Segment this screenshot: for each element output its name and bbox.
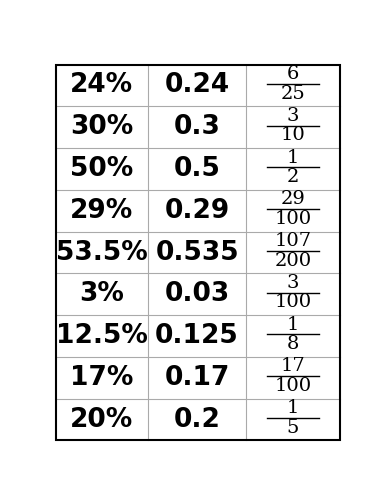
Text: 50%: 50%	[70, 156, 134, 182]
Text: 24%: 24%	[70, 72, 134, 99]
Text: 100: 100	[274, 377, 312, 395]
Text: 10: 10	[281, 126, 305, 144]
Text: 12.5%: 12.5%	[56, 323, 148, 349]
Text: 1: 1	[287, 316, 299, 334]
Text: 0.29: 0.29	[164, 198, 230, 224]
Text: 200: 200	[274, 252, 312, 270]
Text: 0.2: 0.2	[174, 406, 220, 432]
Text: 0.17: 0.17	[164, 365, 230, 391]
Text: 8: 8	[287, 335, 299, 353]
Text: 0.125: 0.125	[155, 323, 239, 349]
Text: 25: 25	[281, 84, 305, 102]
Text: 17: 17	[281, 358, 305, 376]
Text: 3%: 3%	[80, 282, 124, 308]
Text: 0.24: 0.24	[164, 72, 230, 99]
Text: 100: 100	[274, 210, 312, 228]
Text: 3: 3	[287, 107, 299, 125]
Text: 29: 29	[281, 190, 305, 208]
Text: 2: 2	[287, 168, 299, 186]
Text: 29%: 29%	[70, 198, 134, 224]
Text: 0.535: 0.535	[155, 240, 239, 266]
Text: 1: 1	[287, 148, 299, 166]
Text: 30%: 30%	[70, 114, 134, 140]
Text: 53.5%: 53.5%	[56, 240, 148, 266]
Text: 0.5: 0.5	[174, 156, 220, 182]
Text: 5: 5	[287, 418, 299, 436]
Text: 1: 1	[287, 399, 299, 417]
Text: 0.3: 0.3	[174, 114, 220, 140]
Text: 20%: 20%	[70, 406, 134, 432]
Text: 6: 6	[287, 65, 299, 83]
Text: 3: 3	[287, 274, 299, 292]
Text: 107: 107	[274, 232, 312, 250]
Text: 100: 100	[274, 294, 312, 312]
Text: 0.03: 0.03	[164, 282, 230, 308]
Text: 17%: 17%	[70, 365, 134, 391]
